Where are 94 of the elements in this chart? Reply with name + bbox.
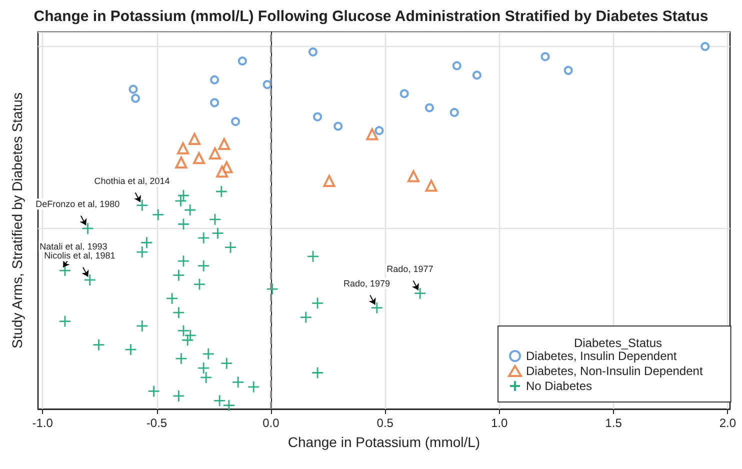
point [136, 246, 148, 258]
point [166, 292, 178, 305]
point [82, 222, 94, 235]
point [193, 278, 206, 290]
point [212, 226, 224, 240]
x-tick-label: 2.0 [719, 416, 736, 430]
point [124, 343, 137, 356]
legend-label: Diabetes, Non-Insulin Dependent [526, 364, 704, 378]
point [197, 362, 210, 374]
point [84, 274, 96, 286]
point [213, 394, 226, 407]
point [266, 282, 279, 296]
point [136, 320, 148, 332]
point [452, 61, 462, 70]
point [172, 390, 185, 402]
point [220, 357, 233, 370]
point [215, 185, 228, 198]
point [92, 338, 105, 352]
x-tick-label: 1.0 [490, 416, 508, 430]
point [323, 174, 336, 187]
point [193, 152, 206, 164]
point [177, 218, 190, 230]
point [210, 98, 220, 108]
point [540, 52, 550, 62]
annotation: Rado, 1979 [344, 278, 390, 288]
point [370, 302, 384, 314]
point [197, 260, 210, 272]
point [197, 232, 210, 244]
annotation: Natali et al, 1993 [40, 242, 108, 252]
x-tick-label: -1.0 [32, 416, 54, 430]
point [174, 194, 187, 208]
point [58, 315, 72, 328]
point [216, 166, 228, 178]
legend-label: Diabetes, Insulin Dependent [526, 349, 678, 363]
point [200, 371, 212, 384]
point [222, 399, 236, 412]
point [128, 84, 138, 94]
point [400, 89, 409, 98]
y-axis-title: Study Arms, Stratified by Diabetes Status [9, 92, 25, 349]
point [374, 126, 384, 136]
annotation: Rado, 1977 [386, 264, 434, 274]
point [152, 208, 164, 221]
legend-label: No Diabetes [526, 379, 592, 393]
point [311, 296, 324, 310]
point [450, 108, 459, 117]
point [175, 156, 188, 168]
point [174, 352, 188, 365]
point [177, 254, 190, 268]
point [184, 204, 196, 216]
point [140, 236, 153, 249]
point [424, 103, 434, 112]
x-axis-title: Change in Potassium (mmol/L) [288, 434, 480, 450]
point [306, 250, 320, 263]
point [300, 311, 312, 324]
annotation: DeFronzo et al, 1980 [36, 199, 120, 210]
chart-title: Change in Potassium (mmol/L) Following Glucose Administration Stratified by Diabetes Status [34, 8, 708, 25]
point [232, 376, 244, 388]
point [188, 132, 200, 145]
point [334, 122, 343, 131]
x-tick-label: 0.0 [262, 416, 280, 430]
point [313, 112, 322, 122]
point [136, 199, 148, 212]
point [210, 75, 220, 84]
x-tick-label: 0.5 [376, 416, 394, 430]
point [238, 56, 247, 66]
point [366, 128, 378, 140]
point [224, 241, 237, 254]
point [172, 306, 185, 319]
point [472, 70, 482, 80]
annotation: Nicolis et al, 1981 [44, 250, 116, 261]
point [308, 47, 318, 56]
point [262, 80, 272, 90]
point [407, 170, 420, 182]
point [247, 380, 260, 394]
legend-title: Diabetes_Status [574, 336, 662, 350]
point [208, 147, 221, 160]
point [218, 138, 230, 150]
point [231, 117, 240, 126]
point [414, 287, 426, 300]
point [311, 366, 324, 379]
point [425, 180, 438, 192]
x-tick-label: -0.5 [146, 416, 168, 430]
point [202, 348, 215, 360]
point [208, 213, 222, 226]
point [131, 94, 140, 103]
point [148, 385, 160, 398]
point [564, 66, 573, 75]
point [181, 334, 194, 346]
point [700, 42, 710, 51]
point [177, 189, 190, 202]
annotation: Chothia et al, 2014 [94, 176, 170, 186]
point [172, 269, 185, 282]
x-tick-label: 1.5 [605, 416, 622, 430]
point [177, 142, 190, 154]
